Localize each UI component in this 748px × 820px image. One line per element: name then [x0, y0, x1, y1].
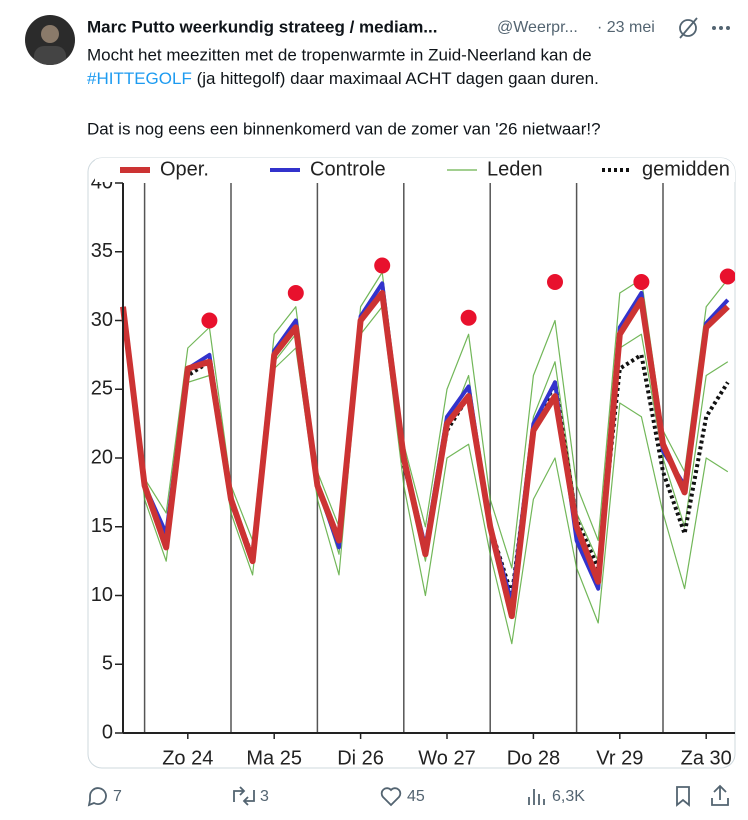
hashtag[interactable]: #HITTEGOLF: [87, 69, 192, 88]
repost-count: 3: [260, 788, 269, 805]
share-button[interactable]: [711, 784, 729, 806]
legend-label: gemidden: [642, 158, 730, 180]
max-marker: [460, 309, 477, 326]
avatar[interactable]: [25, 15, 75, 70]
reply-count: 7: [113, 788, 122, 805]
post-text: Mocht het meezitten met de tropenwarmte …: [87, 45, 592, 64]
x-tick-label: Vr 29: [596, 747, 643, 769]
view-count: 6,3K: [552, 788, 585, 805]
y-tick-label: 0: [102, 721, 113, 743]
y-tick-label: 5: [102, 653, 113, 675]
media-frame[interactable]: [87, 157, 736, 769]
handle[interactable]: @Weerpr...: [497, 19, 578, 36]
bookmark-button[interactable]: [676, 786, 690, 807]
repost-button[interactable]: 3: [233, 786, 269, 806]
x-tick-label: Za 30: [681, 747, 732, 769]
date[interactable]: · 23 mei: [597, 19, 655, 36]
max-marker: [719, 268, 735, 285]
reply-button[interactable]: 7: [87, 787, 122, 807]
legend-label: Oper.: [160, 158, 209, 180]
legend-label: Controle: [310, 158, 386, 180]
y-tick-label: 35: [91, 240, 113, 262]
like-button[interactable]: 45: [380, 787, 425, 807]
member-line: [122, 271, 729, 569]
x-tick-label: Do 28: [507, 747, 560, 769]
max-marker: [633, 274, 650, 290]
more-icon[interactable]: [712, 26, 730, 30]
x-tick-label: Zo 24: [162, 747, 213, 769]
y-tick-label: 30: [91, 309, 113, 331]
like-count: 45: [407, 788, 425, 805]
x-tick-label: Ma 25: [246, 747, 302, 769]
post-text: (ja hittegolf) daar maximaal ACHT dagen …: [192, 69, 599, 88]
max-marker: [547, 274, 563, 290]
views-button[interactable]: 6,3K: [528, 788, 585, 805]
x-tick-label: Wo 27: [418, 747, 475, 769]
series-line: [120, 290, 730, 620]
max-marker: [374, 257, 391, 274]
grok-icon[interactable]: [679, 17, 698, 39]
author-name[interactable]: Marc Putto weerkundig strateeg / mediam.…: [87, 17, 437, 36]
y-tick-label: 20: [91, 446, 113, 468]
max-marker: [287, 285, 304, 301]
y-tick-label: 25: [91, 378, 113, 400]
y-tick-label: 10: [91, 584, 113, 606]
y-tick-label: 15: [91, 515, 113, 537]
max-marker: [201, 312, 218, 329]
x-tick-label: Di 26: [337, 747, 384, 769]
legend-label: Leden: [487, 158, 543, 180]
post-text: #HITTEGOLF (ja hittegolf) daar maximaal …: [87, 69, 599, 88]
post-text: Dat is nog eens een binnenkomerd van de …: [87, 119, 601, 138]
